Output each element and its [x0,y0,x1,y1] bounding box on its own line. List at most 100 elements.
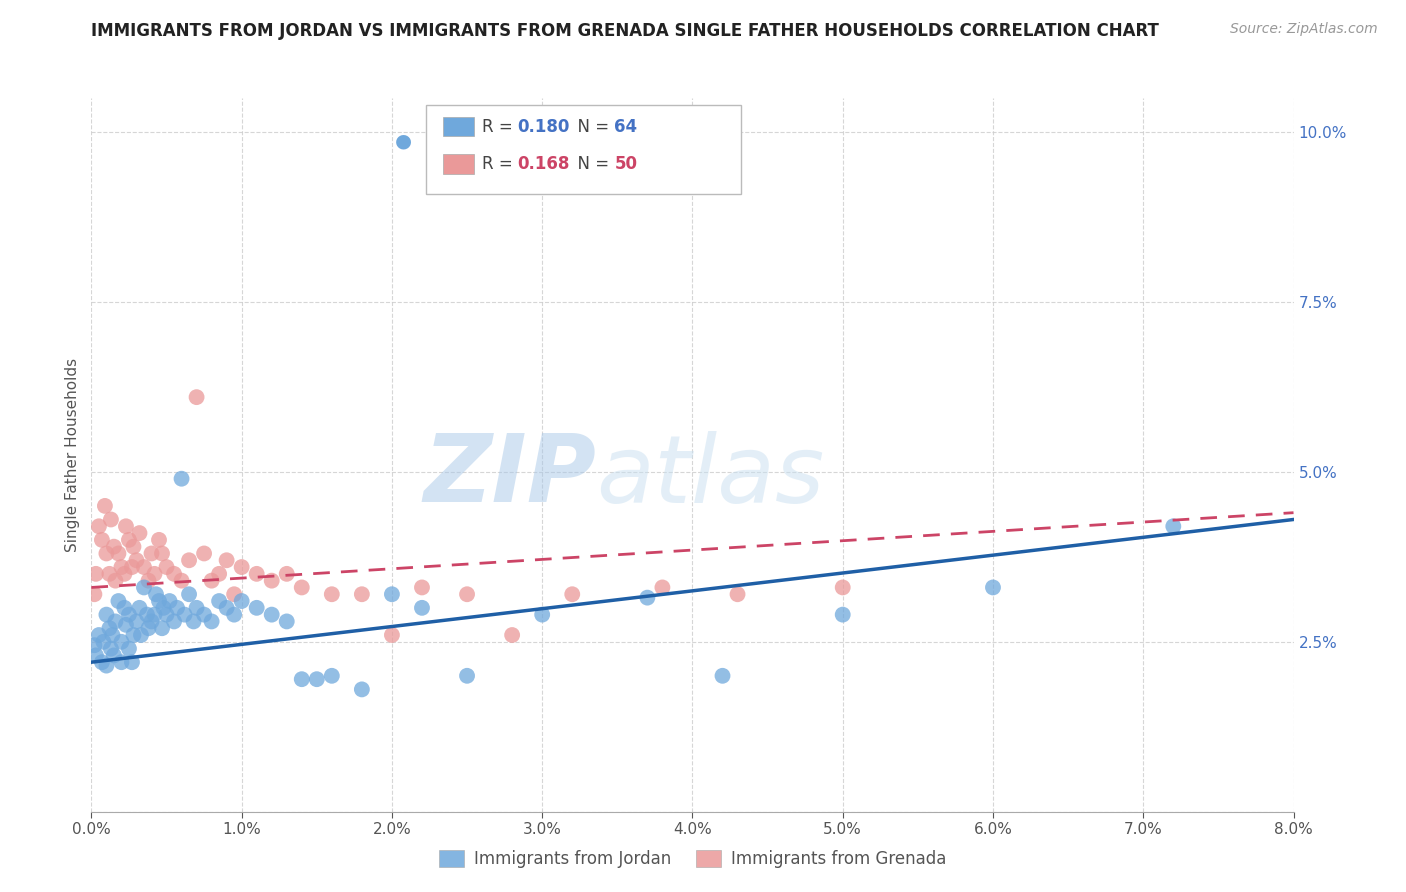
Point [636,591,658,605]
Point [177,553,200,567]
Legend: Immigrants from Jordan, Immigrants from Grenada: Immigrants from Jordan, Immigrants from … [432,843,953,875]
Point [651,581,673,595]
Point [193,607,215,622]
Text: R =: R = [482,118,519,136]
Text: 0.168: 0.168 [517,155,569,173]
Y-axis label: Single Father Households: Single Father Households [65,358,80,552]
Point [170,472,193,486]
Point [166,600,188,615]
Point [94,499,117,513]
Point [215,600,238,615]
Point [100,641,122,656]
Point [260,607,283,622]
Point [110,635,132,649]
Point [136,607,159,622]
Point [84,648,107,663]
Point [350,682,373,697]
Point [246,600,269,615]
Point [831,581,853,595]
Point [125,553,148,567]
Text: 50: 50 [614,155,637,173]
Point [305,672,328,686]
Point [121,560,143,574]
Point [104,574,127,588]
Point [727,587,749,601]
Point [122,540,145,554]
Point [246,566,269,581]
Text: 0.180: 0.180 [517,118,569,136]
Point [110,560,132,574]
Point [183,615,205,629]
Point [87,519,110,533]
Point [110,655,132,669]
Point [128,526,150,541]
Point [121,655,143,669]
Point [159,594,181,608]
Point [321,669,343,683]
Point [98,566,121,581]
Point [155,560,177,574]
Point [83,587,105,601]
Text: Source: ZipAtlas.com: Source: ZipAtlas.com [1230,22,1378,37]
Point [193,546,215,560]
Text: N =: N = [567,155,614,173]
Point [115,519,138,533]
Point [150,621,173,635]
Point [224,607,246,622]
Text: ●: ● [395,131,412,151]
Point [114,600,136,615]
Point [150,546,173,560]
Point [129,628,152,642]
Point [83,638,105,652]
Point [276,566,298,581]
Point [215,553,238,567]
Point [501,628,523,642]
Point [148,594,170,608]
Point [173,607,195,622]
Point [208,566,231,581]
Point [152,600,174,615]
Point [138,574,160,588]
Point [148,533,170,547]
Point [456,587,478,601]
Point [186,390,208,404]
Point [177,587,200,601]
Point [411,600,433,615]
Point [201,574,224,588]
Point [87,628,110,642]
Point [186,600,208,615]
Point [118,533,141,547]
Point [143,566,166,581]
Point [231,594,253,608]
Point [260,574,283,588]
Point [981,581,1004,595]
Text: ZIP: ZIP [423,430,596,523]
Point [201,615,224,629]
Point [96,607,118,622]
Text: R =: R = [482,155,519,173]
Point [350,587,373,601]
Point [118,641,141,656]
Point [163,615,186,629]
Point [381,587,404,601]
Text: 64: 64 [614,118,637,136]
Point [90,655,112,669]
Point [231,560,253,574]
Text: N =: N = [567,118,614,136]
Point [98,621,121,635]
Point [114,566,136,581]
Point [107,546,129,560]
Point [276,615,298,629]
Point [100,512,122,526]
Point [96,658,118,673]
Point [831,607,853,622]
Point [291,672,314,686]
Point [1161,519,1184,533]
Point [531,607,554,622]
Text: atlas: atlas [596,431,824,522]
Point [141,546,163,560]
Point [411,581,433,595]
Point [155,607,177,622]
Point [163,566,186,581]
Point [141,615,163,629]
